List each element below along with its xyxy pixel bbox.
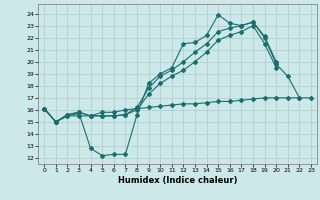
X-axis label: Humidex (Indice chaleur): Humidex (Indice chaleur) [118,176,237,185]
